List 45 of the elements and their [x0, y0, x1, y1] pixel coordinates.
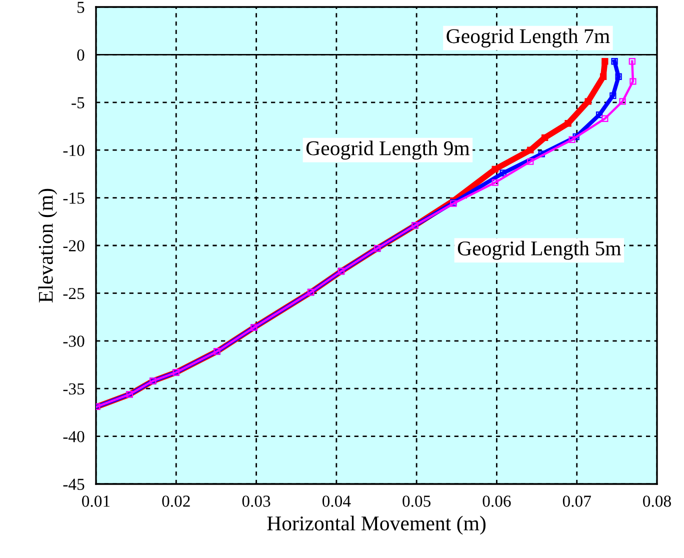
annotation: Geogrid Length 7m: [446, 28, 610, 48]
annotation: Geogrid Length 5m: [458, 240, 622, 260]
x-tick-label: 0.02: [162, 496, 190, 507]
x-tick-label: 0.08: [643, 496, 671, 507]
x-tick-label: 0.06: [482, 496, 511, 507]
point: [596, 111, 603, 118]
y-tick-label: -20: [63, 240, 84, 252]
x-tick-label: 0.05: [402, 496, 431, 507]
point: [500, 170, 506, 176]
point: [492, 179, 498, 186]
y-tick-label: 0: [77, 49, 84, 61]
y-tick-label: -45: [63, 478, 84, 490]
point: [611, 58, 618, 65]
point: [615, 73, 622, 80]
y-tick-label: -15: [63, 192, 84, 204]
y-tick-label: 5: [78, 2, 84, 13]
x-tick-label: 0.04: [322, 496, 351, 507]
point: [538, 150, 545, 158]
y-tick-label: -40: [63, 431, 84, 442]
y-tick-label: -30: [63, 336, 84, 347]
point: [610, 92, 616, 100]
x-tick-label: 0.07: [562, 496, 591, 507]
x-tick-label: 0.03: [242, 496, 270, 507]
point: [568, 136, 576, 143]
point: [541, 134, 548, 142]
y-tick-label: -10: [63, 144, 84, 156]
point: [628, 58, 636, 65]
y-tick-label: -5: [72, 97, 84, 108]
y-tick-label: -25: [63, 288, 84, 300]
point: [572, 133, 580, 140]
point: [492, 166, 498, 173]
y-tick-label: -35: [63, 383, 84, 395]
point: [619, 98, 626, 105]
x-axis-title: Horizontal Movement (m): [267, 516, 486, 535]
point: [630, 78, 636, 85]
point: [602, 58, 608, 65]
point: [527, 158, 534, 165]
point: [602, 115, 608, 122]
point: [564, 120, 572, 127]
annotation: Geogrid Length 9m: [306, 140, 470, 160]
point: [600, 73, 607, 80]
y-axis-title: Elevation (m): [38, 188, 58, 302]
point: [527, 146, 534, 154]
point: [584, 98, 592, 105]
x-tick-label: 0.01: [82, 496, 110, 507]
